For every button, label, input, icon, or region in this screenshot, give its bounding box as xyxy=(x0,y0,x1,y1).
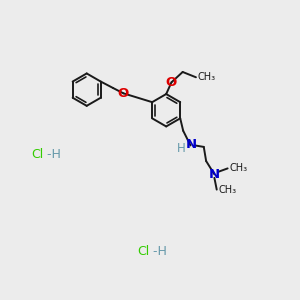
Text: O: O xyxy=(118,87,129,100)
Text: N: N xyxy=(209,168,220,181)
Text: Cl: Cl xyxy=(31,148,43,161)
Text: CH₃: CH₃ xyxy=(198,72,216,82)
Text: -H: -H xyxy=(43,148,61,161)
Text: O: O xyxy=(166,76,177,89)
Text: CH₃: CH₃ xyxy=(219,184,237,195)
Text: Cl: Cl xyxy=(137,245,149,258)
Text: N: N xyxy=(186,138,197,151)
Text: H: H xyxy=(177,142,186,155)
Text: CH₃: CH₃ xyxy=(230,164,248,173)
Text: -H: -H xyxy=(149,245,167,258)
